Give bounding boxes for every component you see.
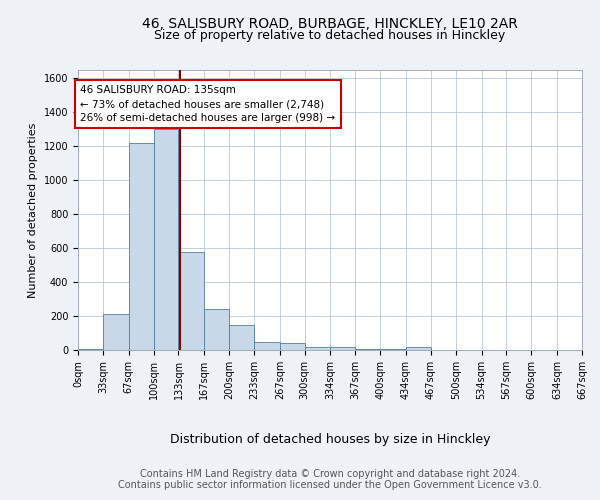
Bar: [331, 348, 355, 350]
Bar: [204, 310, 229, 350]
Bar: [280, 343, 305, 350]
Text: Size of property relative to detached houses in Hinckley: Size of property relative to detached ho…: [154, 29, 506, 42]
Bar: [355, 349, 380, 350]
Bar: [305, 346, 331, 350]
Bar: [78, 349, 103, 350]
Y-axis label: Number of detached properties: Number of detached properties: [28, 122, 38, 298]
Text: 46, SALISBURY ROAD, BURBAGE, HINCKLEY, LE10 2AR: 46, SALISBURY ROAD, BURBAGE, HINCKLEY, L…: [142, 18, 518, 32]
Bar: [154, 130, 178, 350]
Bar: [254, 342, 280, 350]
Bar: [103, 314, 128, 350]
Text: Contains public sector information licensed under the Open Government Licence v3: Contains public sector information licen…: [118, 480, 542, 490]
Bar: [406, 348, 431, 350]
Text: 46 SALISBURY ROAD: 135sqm
← 73% of detached houses are smaller (2,748)
26% of se: 46 SALISBURY ROAD: 135sqm ← 73% of detac…: [80, 86, 335, 124]
Text: Distribution of detached houses by size in Hinckley: Distribution of detached houses by size …: [170, 432, 490, 446]
Bar: [178, 252, 204, 350]
Text: Contains HM Land Registry data © Crown copyright and database right 2024.: Contains HM Land Registry data © Crown c…: [140, 469, 520, 479]
Bar: [229, 326, 254, 350]
Bar: [128, 143, 154, 350]
Bar: [380, 349, 406, 350]
